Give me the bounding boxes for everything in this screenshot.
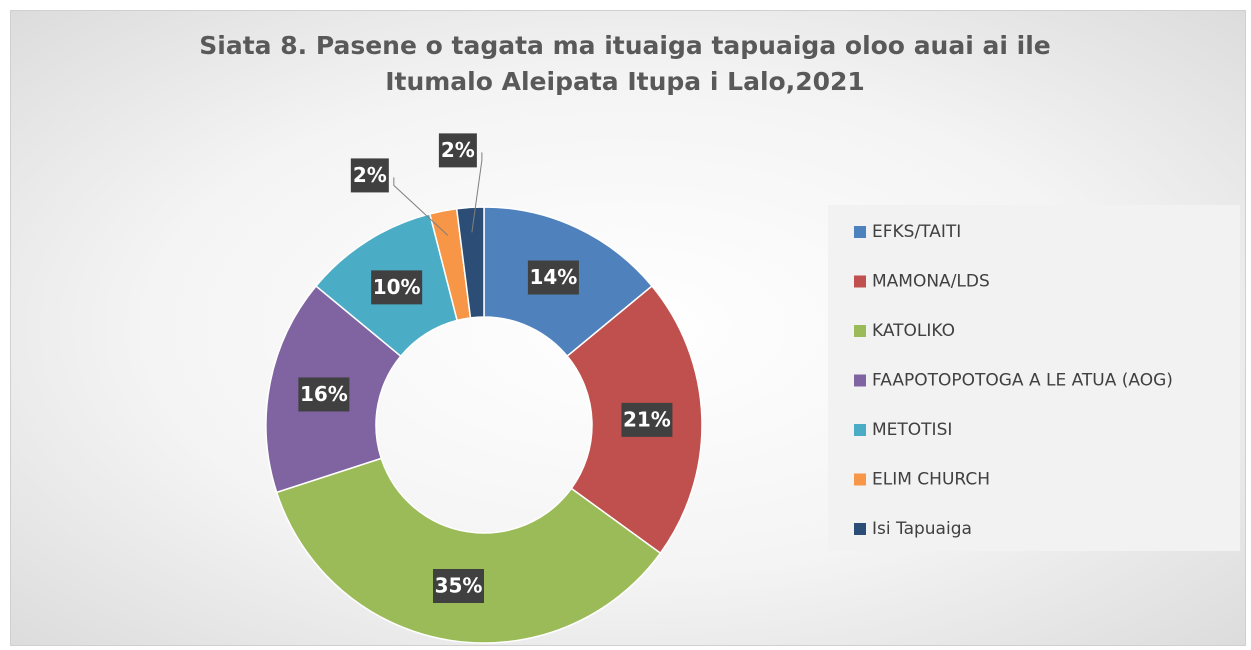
legend-label: ELIM CHURCH [872,470,990,490]
legend-label: FAAPOTOPOTOGA A LE ATUA (AOG) [872,371,1173,391]
data-label: 35% [435,573,483,597]
data-label: 21% [623,407,671,431]
legend-label: Isi Tapuaiga [872,519,972,539]
legend-label: MAMONA/LDS [872,272,990,292]
legend-swatch [854,226,866,238]
legend-box [828,205,1240,551]
data-label: 10% [373,275,421,299]
data-label: 16% [300,382,348,406]
legend-swatch [854,374,866,387]
data-label-box [298,377,350,412]
data-label: 2% [441,138,475,162]
leader-line [471,152,483,233]
data-label: 14% [529,265,577,289]
data-label-box [438,133,477,168]
legend-swatch [854,275,866,288]
data-label-box [527,260,579,295]
legend-label: METOTISI [872,420,952,440]
legend-label: KATOLIKO [872,321,955,341]
data-label-box [371,270,423,305]
donut-slice [455,206,485,319]
data-label-box [621,402,673,437]
legend-label: EFKS/TAITI [872,222,961,242]
data-label-box [350,158,389,193]
leader-line [393,177,449,236]
legend-swatch [854,473,866,486]
chart-title: Siata 8. Pasene o tagata ma ituaiga tapu… [199,31,1051,96]
legend-swatch [854,523,866,535]
legend-swatch [854,424,866,436]
data-label-box [433,568,485,603]
data-label: 2% [353,163,387,187]
donut-slice [275,457,662,644]
legend-swatch [854,325,866,337]
